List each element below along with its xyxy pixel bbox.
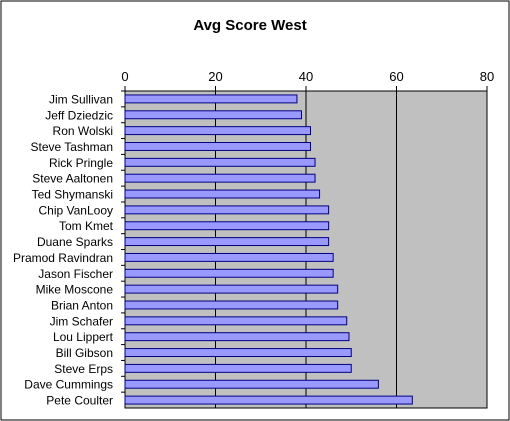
bar bbox=[124, 363, 352, 373]
category-label: Rick Pringle bbox=[49, 156, 113, 170]
chart-title: Avg Score West bbox=[193, 17, 306, 34]
bar bbox=[124, 332, 350, 342]
category-label: Mike Moscone bbox=[36, 283, 114, 297]
category-label: Lou Lippert bbox=[53, 330, 114, 344]
bar bbox=[124, 379, 379, 389]
x-tick-label: 80 bbox=[480, 69, 494, 84]
bar bbox=[124, 126, 312, 136]
bar bbox=[124, 189, 321, 199]
category-label: Steve Tashman bbox=[31, 140, 114, 154]
category-label: Jason Fischer bbox=[38, 267, 113, 281]
bar bbox=[124, 284, 339, 294]
bar bbox=[124, 395, 413, 405]
category-label: Chip VanLooy bbox=[39, 203, 114, 217]
category-label: Jim Schafer bbox=[50, 314, 113, 328]
bar bbox=[124, 348, 352, 357]
bar bbox=[124, 205, 330, 215]
x-tick-label: 20 bbox=[208, 69, 222, 84]
category-label: Jeff Dziedzic bbox=[45, 108, 113, 122]
category-label: Pete Coulter bbox=[46, 394, 113, 408]
bar bbox=[124, 173, 316, 183]
bar bbox=[124, 268, 334, 278]
x-tick-label: 0 bbox=[121, 69, 128, 84]
category-label: Pramod Ravindran bbox=[13, 251, 113, 265]
bar bbox=[124, 157, 316, 167]
category-label: Ron Wolski bbox=[53, 124, 113, 138]
category-label: Tom Kmet bbox=[59, 219, 114, 233]
x-tick-label: 40 bbox=[299, 69, 313, 84]
bar bbox=[124, 252, 334, 262]
category-label: Duane Sparks bbox=[37, 235, 113, 249]
x-tick-label: 60 bbox=[389, 69, 403, 84]
bar bbox=[124, 316, 348, 326]
category-label: Jim Sullivan bbox=[49, 92, 113, 106]
bar bbox=[124, 237, 330, 247]
category-label: Dave Cummings bbox=[24, 378, 113, 392]
category-label: Steve Erps bbox=[54, 362, 113, 376]
bar bbox=[124, 142, 312, 151]
bar bbox=[124, 221, 330, 231]
bar bbox=[124, 94, 298, 104]
category-label: Steve Aaltonen bbox=[32, 172, 113, 186]
category-label: Ted Shymanski bbox=[32, 188, 113, 202]
plot-area: 0 20 40 60 80 Jim Sullivan Jeff Dziedzic Ron Wo… bbox=[13, 69, 494, 409]
bar bbox=[124, 110, 302, 120]
bar bbox=[124, 300, 339, 310]
category-label: Brian Anton bbox=[51, 298, 113, 312]
category-label: Bill Gibson bbox=[56, 346, 113, 360]
